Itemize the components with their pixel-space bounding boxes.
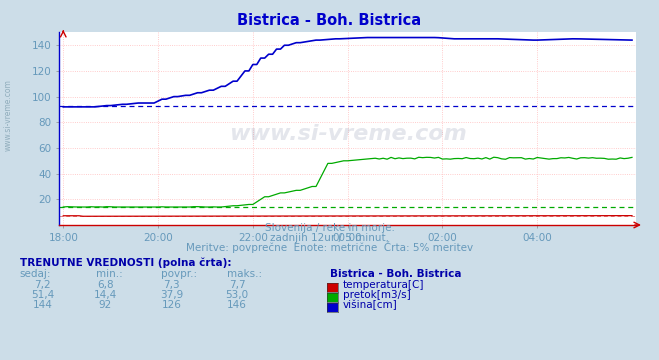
Text: Meritve: povprečne  Enote: metrične  Črta: 5% meritev: Meritve: povprečne Enote: metrične Črta:…: [186, 241, 473, 253]
Text: Slovenija / reke in morje.: Slovenija / reke in morje.: [264, 223, 395, 233]
Text: sedaj:: sedaj:: [20, 269, 51, 279]
Text: maks.:: maks.:: [227, 269, 262, 279]
Text: zadnjih 12ur / 5 minut.: zadnjih 12ur / 5 minut.: [270, 233, 389, 243]
Text: višina[cm]: višina[cm]: [343, 300, 397, 310]
Text: 126: 126: [161, 300, 181, 310]
Text: pretok[m3/s]: pretok[m3/s]: [343, 290, 411, 300]
Text: www.si-vreme.com: www.si-vreme.com: [3, 79, 13, 151]
Text: 37,9: 37,9: [159, 290, 183, 300]
Text: 51,4: 51,4: [31, 290, 55, 300]
Text: 7,3: 7,3: [163, 280, 180, 290]
Text: 144: 144: [33, 300, 53, 310]
Text: 7,2: 7,2: [34, 280, 51, 290]
Text: 14,4: 14,4: [94, 290, 117, 300]
Text: 53,0: 53,0: [225, 290, 249, 300]
Text: povpr.:: povpr.:: [161, 269, 198, 279]
Text: 92: 92: [99, 300, 112, 310]
Text: 146: 146: [227, 300, 247, 310]
Text: 7,7: 7,7: [229, 280, 246, 290]
Text: 6,8: 6,8: [97, 280, 114, 290]
Text: min.:: min.:: [96, 269, 123, 279]
Text: Bistrica - Boh. Bistrica: Bistrica - Boh. Bistrica: [330, 269, 461, 279]
Text: Bistrica - Boh. Bistrica: Bistrica - Boh. Bistrica: [237, 13, 422, 28]
Text: TRENUTNE VREDNOSTI (polna črta):: TRENUTNE VREDNOSTI (polna črta):: [20, 257, 231, 268]
Text: temperatura[C]: temperatura[C]: [343, 280, 424, 290]
Text: www.si-vreme.com: www.si-vreme.com: [229, 125, 467, 144]
